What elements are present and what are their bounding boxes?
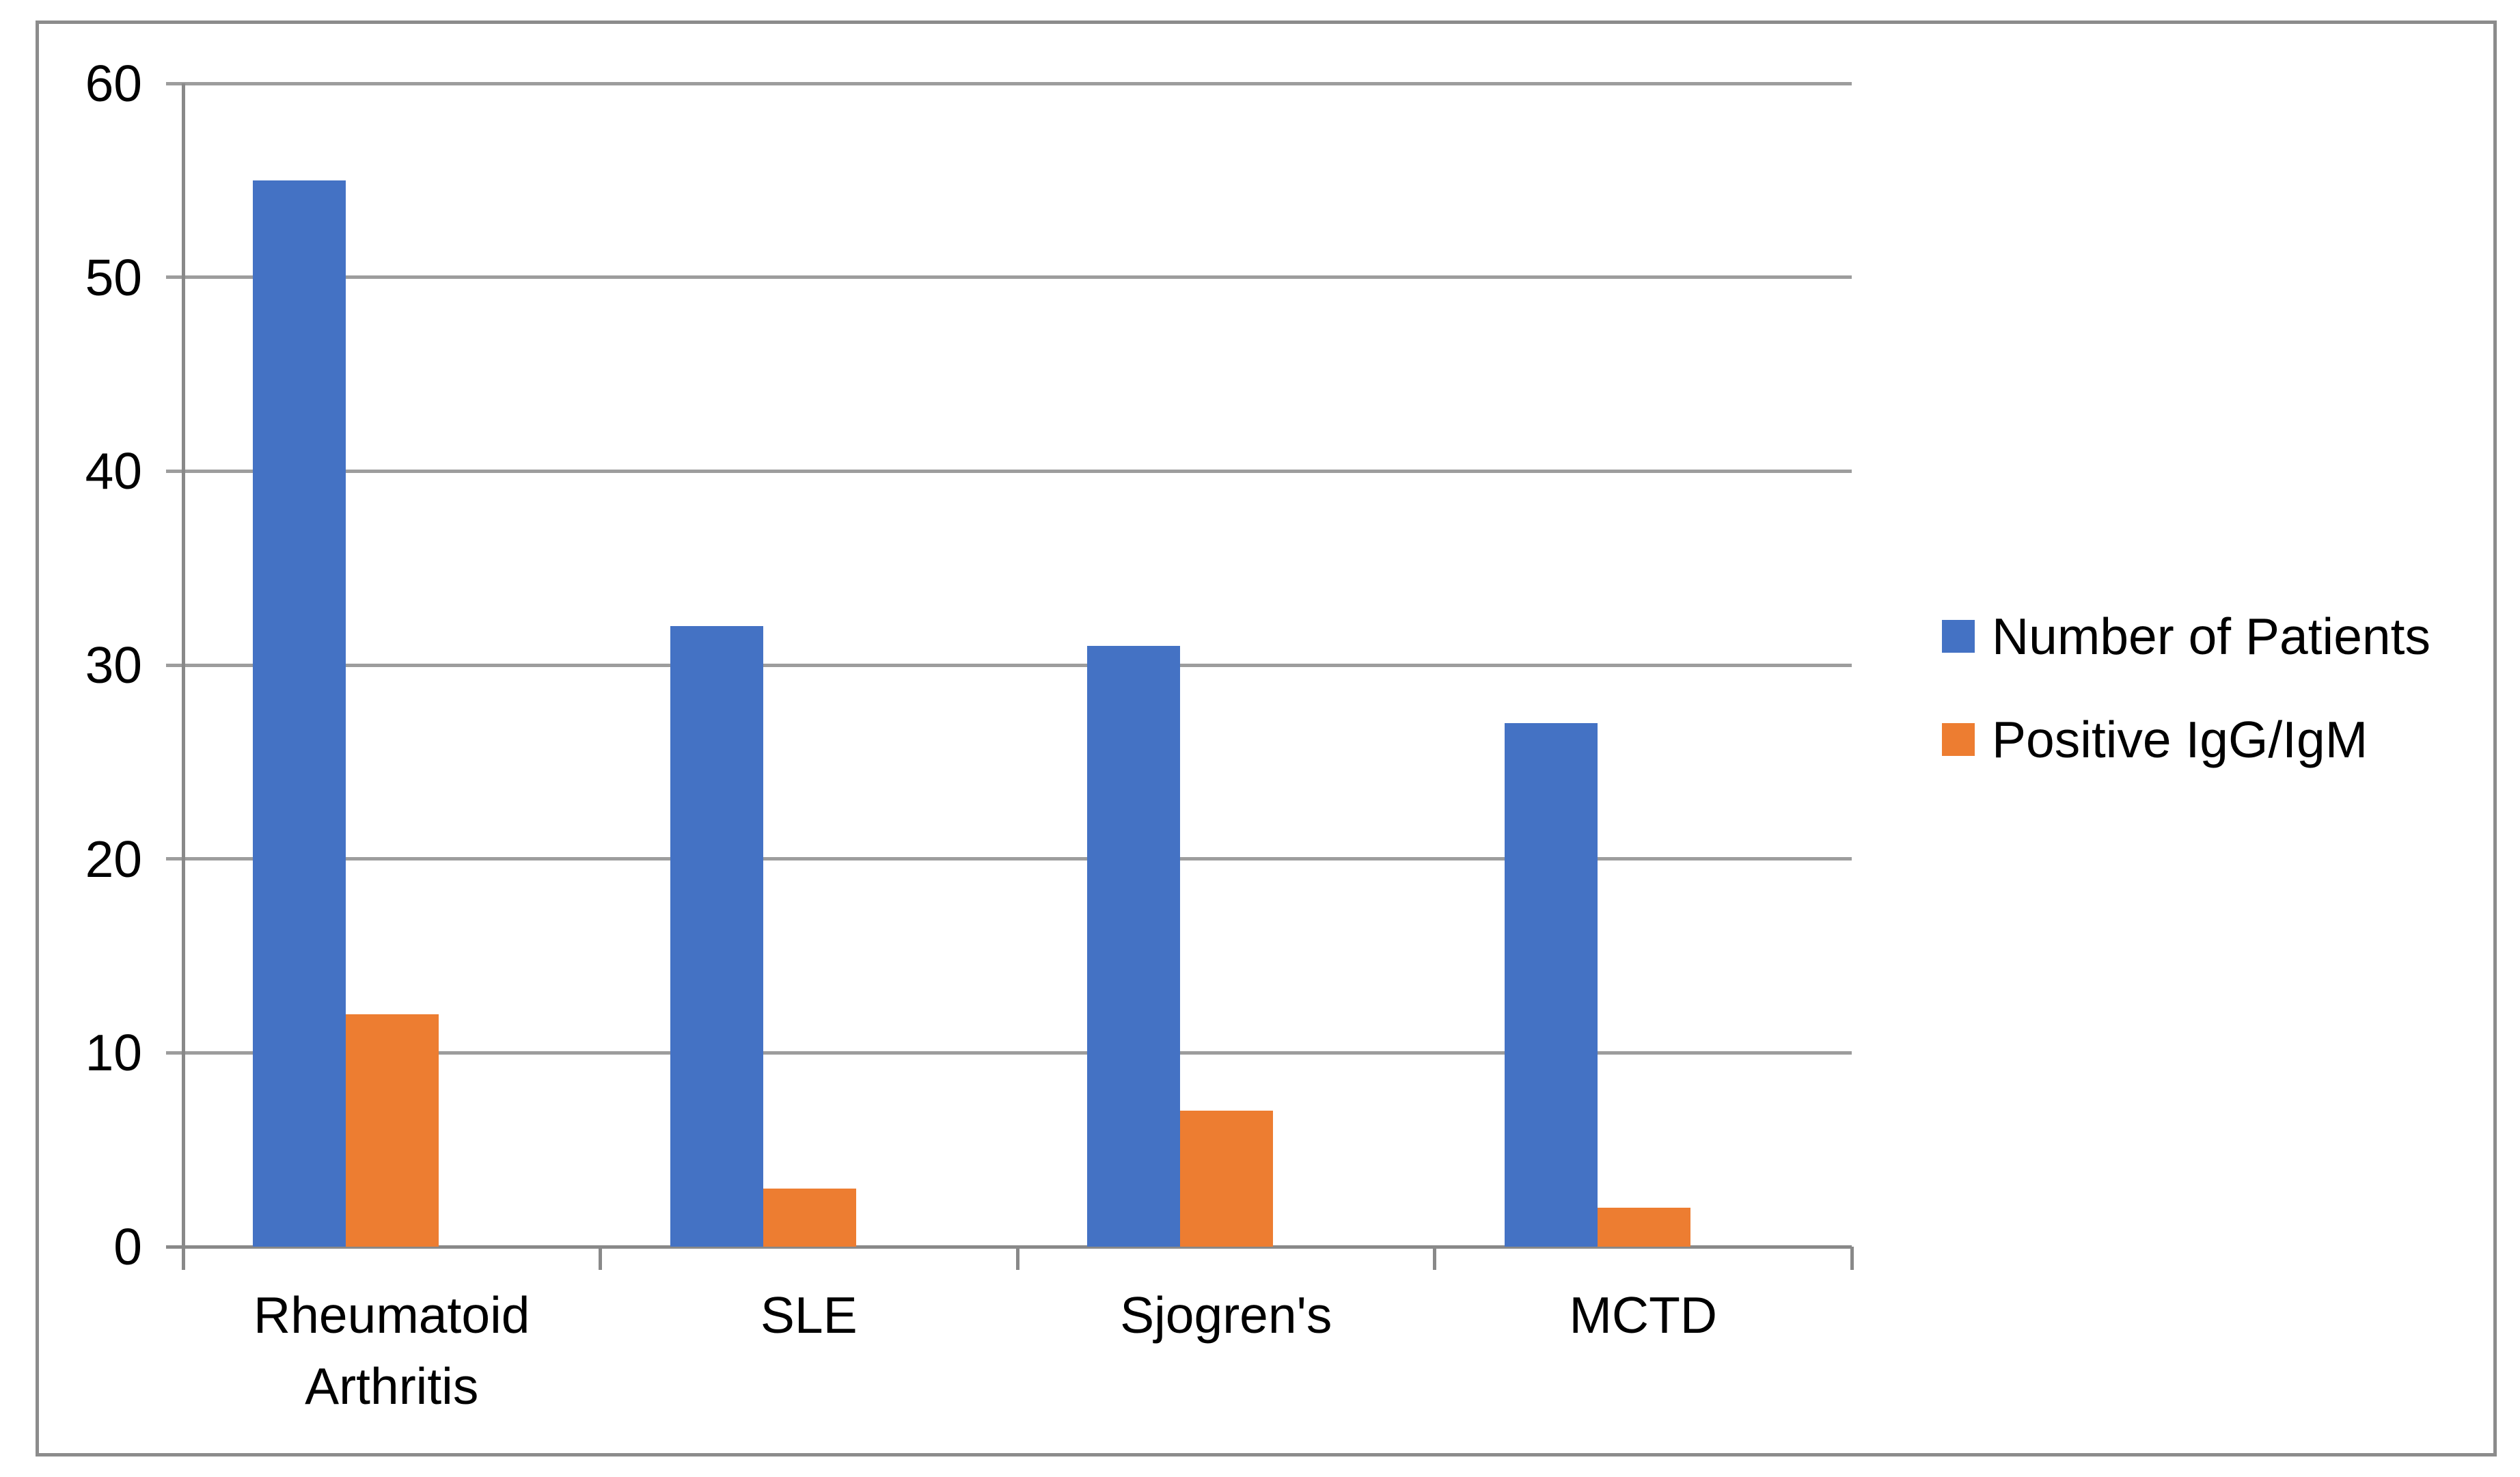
bar-positive-igg-igm-sjogren-s: [1180, 1111, 1273, 1247]
gridline-y40: [166, 469, 1852, 473]
bar-number-of-patients-mctd: [1504, 723, 1598, 1247]
ytick-label-20: 20: [85, 830, 142, 888]
xtick-2: [1015, 1247, 1019, 1270]
legend-label-positive-igg-igm: Positive IgG/IgM: [1992, 711, 2368, 768]
ytick-label-40: 40: [85, 442, 142, 500]
category-label-sle: SLE: [760, 1286, 858, 1344]
legend-swatch-number-of-patients: [1942, 620, 1975, 653]
ytick-label-0: 0: [113, 1218, 142, 1275]
x-axis-line: [166, 1245, 1852, 1249]
bar-positive-igg-igm-sle: [763, 1188, 856, 1247]
gridline-y60: [166, 81, 1852, 85]
xtick-1: [599, 1247, 602, 1270]
gridline-y50: [166, 275, 1852, 280]
bar-positive-igg-igm-rheumatoid-arthritis: [346, 1014, 439, 1247]
bar-number-of-patients-sjogren-s: [1087, 645, 1180, 1247]
gridline-y10: [166, 1051, 1852, 1055]
bar-positive-igg-igm-mctd: [1597, 1208, 1690, 1247]
ytick-label-30: 30: [85, 636, 142, 694]
ytick-label-50: 50: [85, 248, 142, 306]
ytick-label-60: 60: [85, 55, 142, 112]
xtick-4: [1850, 1247, 1854, 1270]
gridline-y20: [166, 857, 1852, 861]
bar-number-of-patients-rheumatoid-arthritis: [253, 180, 346, 1247]
legend-label-number-of-patients: Number of Patients: [1992, 608, 2430, 665]
category-label-mctd: MCTD: [1569, 1286, 1718, 1344]
gridline-y30: [166, 663, 1852, 667]
xtick-0: [181, 1247, 185, 1270]
bar-number-of-patients-sle: [670, 626, 763, 1247]
xtick-3: [1433, 1247, 1436, 1270]
category-label-rheumatoid-arthritis: Rheumatoid Arthritis: [254, 1286, 530, 1415]
ytick-label-10: 10: [85, 1024, 142, 1082]
category-label-sjogren-s: Sjogren's: [1120, 1286, 1332, 1344]
legend-swatch-positive-igg-igm: [1942, 723, 1975, 756]
y-axis-line: [181, 83, 185, 1270]
